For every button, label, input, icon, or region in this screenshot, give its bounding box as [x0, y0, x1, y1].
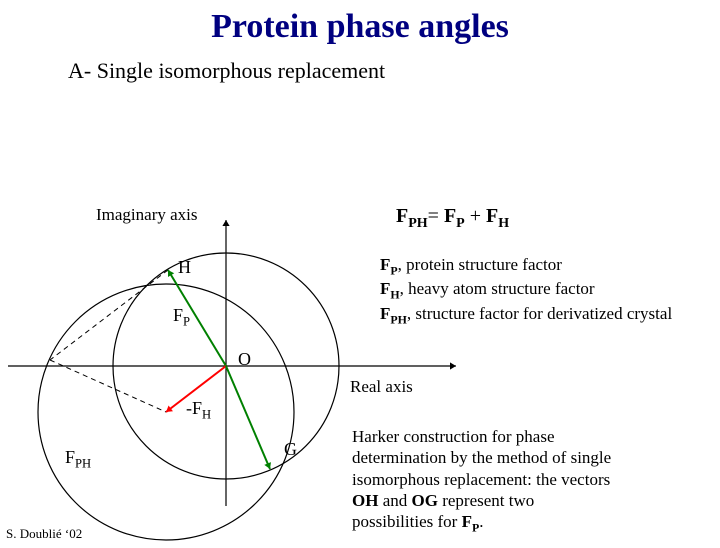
real-axis-label: Real axis — [350, 376, 413, 397]
label-minus-Fh: -FH — [186, 397, 211, 423]
diagram-area: Imaginary axis Real axis H FP O -FH FPH … — [0, 8, 720, 548]
imaginary-axis-label: Imaginary axis — [96, 204, 198, 225]
equation: FPH= FP + FH — [396, 204, 509, 233]
definitions-block: FP, protein structure factorFH, heavy at… — [380, 254, 672, 327]
label-O: O — [238, 348, 251, 371]
label-G: G — [284, 438, 297, 461]
label-H: H — [178, 256, 191, 279]
label-Fph: FPH — [65, 446, 91, 472]
harker-explanation: Harker construction for phasedeterminati… — [352, 426, 611, 535]
label-Fp: FP — [173, 304, 190, 330]
